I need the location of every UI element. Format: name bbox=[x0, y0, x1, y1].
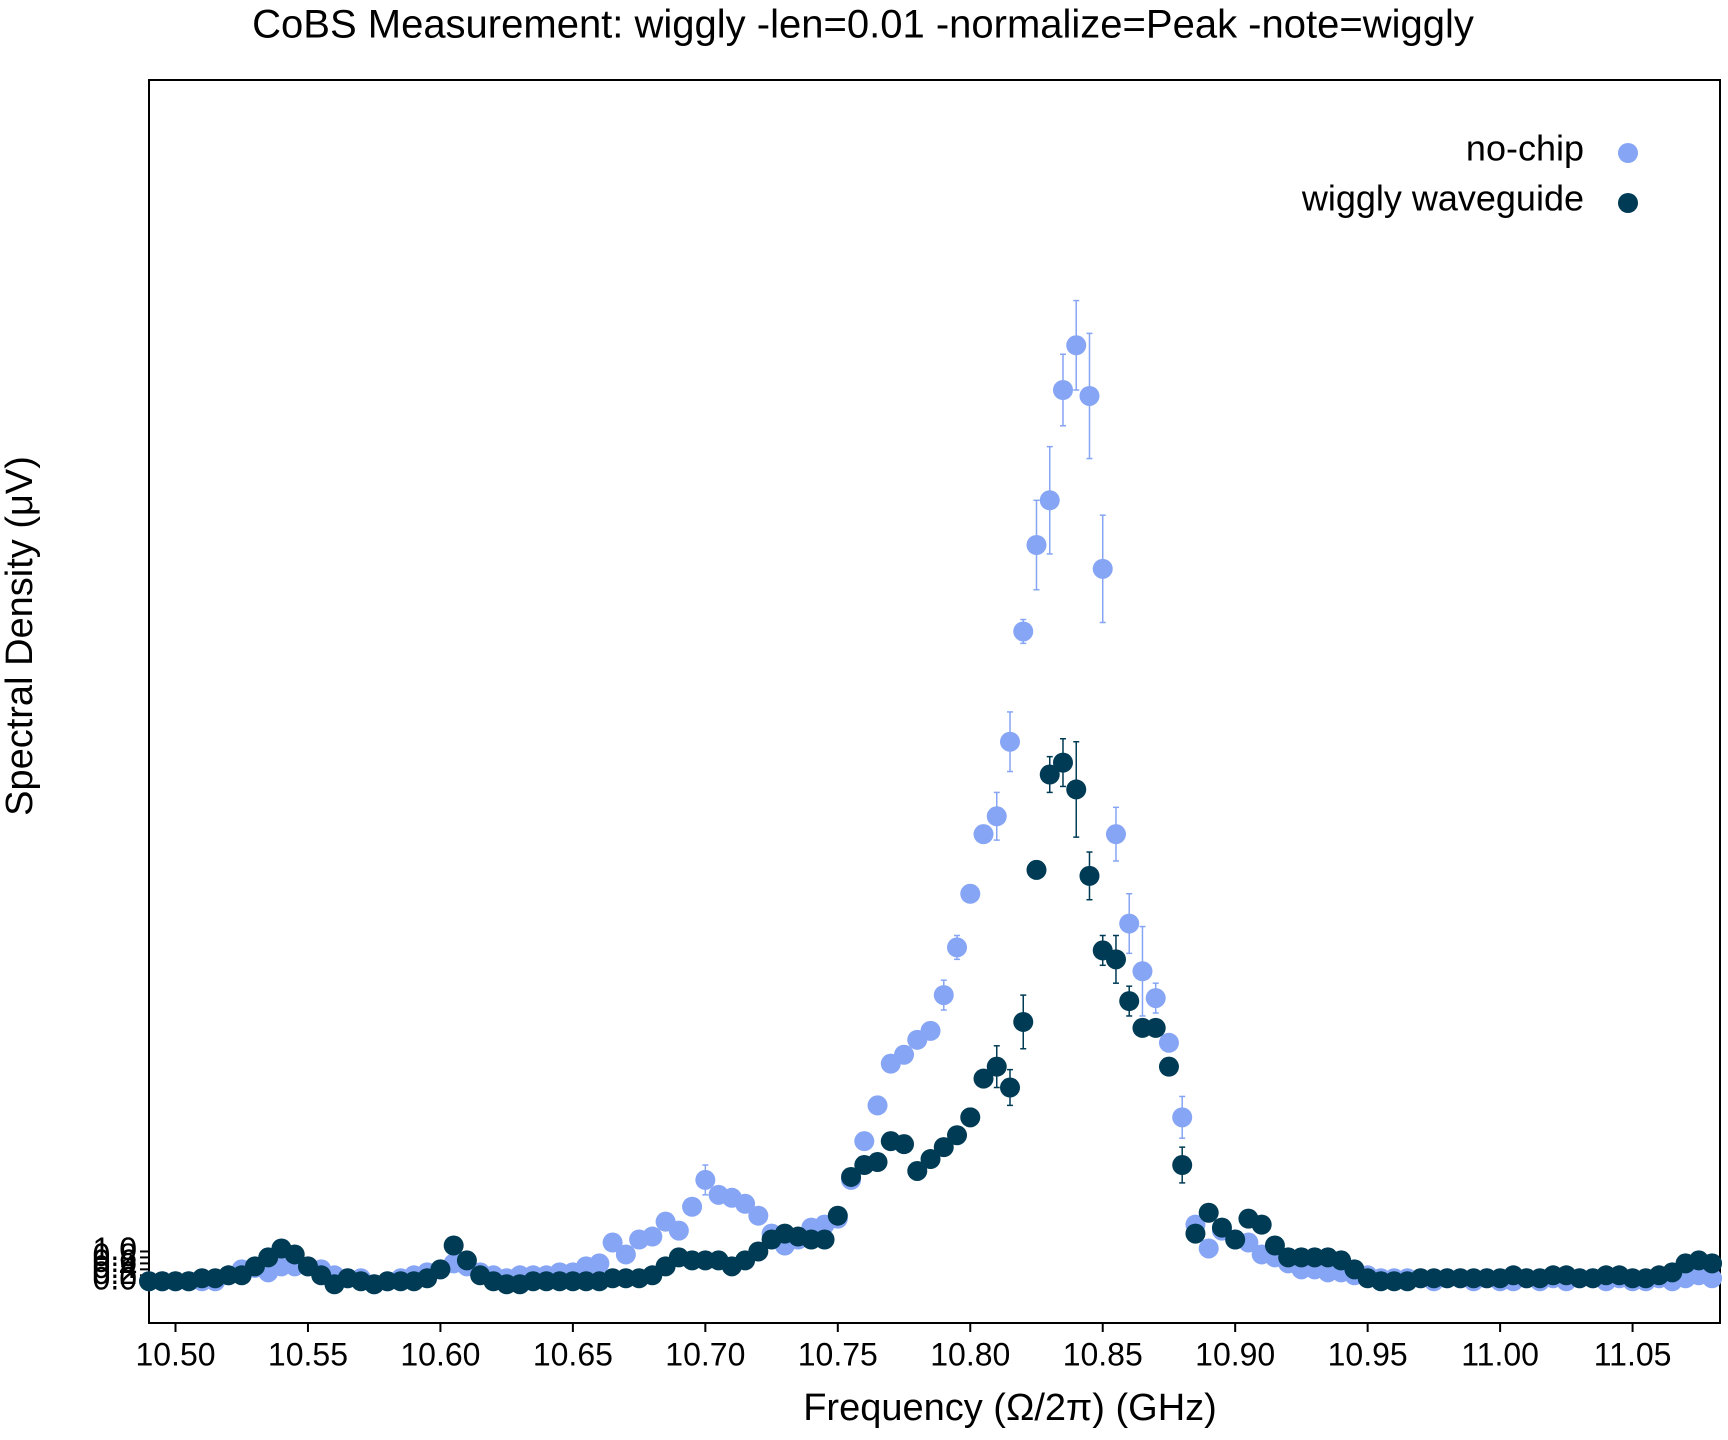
x-tick-label: 10.85 bbox=[1063, 1336, 1143, 1372]
x-tick-label: 10.95 bbox=[1328, 1336, 1408, 1372]
point bbox=[1145, 988, 1166, 1009]
point bbox=[814, 1229, 835, 1250]
x-tick-label: 11.05 bbox=[1594, 1336, 1672, 1372]
x-tick-label: 11.00 bbox=[1461, 1336, 1539, 1372]
point bbox=[973, 824, 994, 845]
point bbox=[1079, 385, 1100, 406]
point bbox=[668, 1220, 689, 1241]
point bbox=[1052, 380, 1073, 401]
point bbox=[920, 1020, 941, 1041]
point bbox=[1119, 913, 1140, 934]
y-tick-label: 0.2 bbox=[93, 1255, 137, 1291]
legend-label: wiggly waveguide bbox=[1301, 178, 1584, 219]
point bbox=[1225, 1229, 1246, 1250]
point bbox=[827, 1205, 848, 1226]
point bbox=[1198, 1238, 1219, 1259]
point bbox=[854, 1131, 875, 1152]
point bbox=[894, 1044, 915, 1065]
point bbox=[894, 1134, 915, 1155]
point bbox=[960, 1107, 981, 1128]
point bbox=[1066, 335, 1087, 356]
point bbox=[1105, 949, 1126, 970]
point bbox=[443, 1235, 464, 1256]
point bbox=[1702, 1253, 1723, 1274]
point bbox=[615, 1244, 636, 1265]
point bbox=[1132, 961, 1153, 982]
point bbox=[748, 1241, 769, 1262]
point bbox=[456, 1250, 477, 1271]
point bbox=[1198, 1202, 1219, 1223]
x-tick-label: 10.50 bbox=[135, 1336, 215, 1372]
point bbox=[1052, 752, 1073, 773]
chart-title: CoBS Measurement: wiggly -len=0.01 -norm… bbox=[252, 3, 1474, 47]
point bbox=[1158, 1032, 1179, 1053]
point bbox=[735, 1193, 756, 1214]
x-tick-label: 10.60 bbox=[400, 1336, 480, 1372]
x-tick-label: 10.75 bbox=[798, 1336, 878, 1372]
x-tick-label: 10.70 bbox=[665, 1336, 745, 1372]
point bbox=[1039, 764, 1060, 785]
x-tick-label: 10.65 bbox=[533, 1336, 613, 1372]
point bbox=[1039, 490, 1060, 511]
x-axis-label: Frequency (Ω/2π) (GHz) bbox=[803, 1387, 1217, 1429]
legend-marker bbox=[1618, 193, 1638, 213]
point bbox=[1158, 1056, 1179, 1077]
point bbox=[1000, 1077, 1021, 1098]
point bbox=[1013, 1011, 1034, 1032]
point bbox=[602, 1232, 623, 1253]
y-tick-label: 0.8 bbox=[93, 1237, 137, 1273]
point bbox=[1026, 859, 1047, 880]
y-tick-label: 0.6 bbox=[93, 1243, 137, 1279]
point bbox=[1702, 1268, 1723, 1289]
point bbox=[1105, 824, 1126, 845]
point bbox=[933, 1137, 954, 1158]
point bbox=[642, 1226, 663, 1247]
point bbox=[1000, 731, 1021, 752]
y-tick-label: 1.0 bbox=[93, 1231, 137, 1267]
x-tick-label: 10.55 bbox=[268, 1336, 348, 1372]
point bbox=[867, 1152, 888, 1173]
point bbox=[867, 1095, 888, 1116]
point bbox=[1066, 779, 1087, 800]
point bbox=[1172, 1107, 1193, 1128]
point bbox=[1251, 1214, 1272, 1235]
point bbox=[1211, 1217, 1232, 1238]
point bbox=[695, 1169, 716, 1190]
plot-frame bbox=[148, 79, 1721, 1324]
point bbox=[1092, 558, 1113, 579]
point bbox=[960, 883, 981, 904]
point bbox=[1264, 1235, 1285, 1256]
point bbox=[907, 1160, 928, 1181]
point bbox=[920, 1149, 941, 1170]
point bbox=[947, 937, 968, 958]
x-tick-label: 10.90 bbox=[1195, 1336, 1275, 1372]
y-tick-label: 0.0 bbox=[93, 1261, 137, 1297]
legend-marker bbox=[1618, 143, 1638, 163]
point bbox=[933, 985, 954, 1006]
point bbox=[973, 1068, 994, 1089]
point bbox=[986, 1056, 1007, 1077]
point bbox=[1145, 1017, 1166, 1038]
point bbox=[284, 1244, 305, 1265]
point bbox=[682, 1196, 703, 1217]
point bbox=[1013, 621, 1034, 642]
y-axis-label: Spectral Density (μV) bbox=[0, 456, 41, 816]
point bbox=[430, 1259, 451, 1280]
point bbox=[1026, 535, 1047, 556]
point bbox=[841, 1166, 862, 1187]
point bbox=[1185, 1223, 1206, 1244]
legend-label: no-chip bbox=[1466, 128, 1584, 169]
point bbox=[589, 1253, 610, 1274]
y-tick-label: 0.4 bbox=[93, 1249, 137, 1285]
point bbox=[986, 806, 1007, 827]
point bbox=[1172, 1155, 1193, 1176]
x-tick-label: 10.80 bbox=[930, 1336, 1010, 1372]
point bbox=[1119, 991, 1140, 1012]
point bbox=[748, 1205, 769, 1226]
point bbox=[1079, 865, 1100, 886]
point bbox=[947, 1125, 968, 1146]
